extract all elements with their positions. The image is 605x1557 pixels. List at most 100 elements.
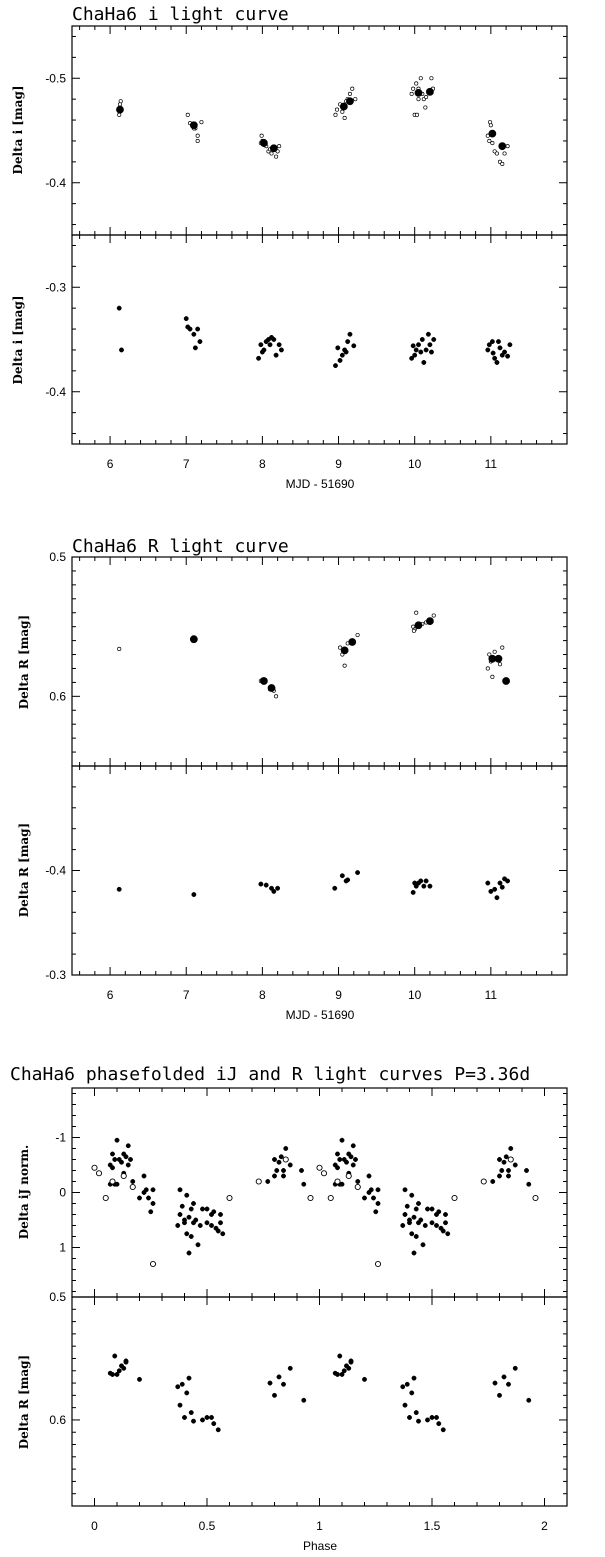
data-point	[505, 144, 510, 149]
data-point	[409, 1192, 415, 1198]
data-point	[345, 877, 351, 883]
data-point	[350, 1143, 356, 1149]
data-point	[116, 305, 122, 311]
data-point	[418, 76, 423, 81]
data-point	[265, 1179, 271, 1184]
y-axis-label: Delta iJ norm.	[17, 1145, 31, 1239]
data-point	[339, 102, 348, 111]
data-point	[443, 1220, 448, 1226]
data-point	[494, 895, 500, 901]
data-point	[512, 1162, 518, 1168]
data-point	[420, 1242, 426, 1248]
data-point	[109, 1178, 116, 1185]
data-point	[353, 97, 358, 102]
data-point	[272, 1157, 277, 1162]
data-point	[117, 646, 122, 652]
data-point	[375, 1187, 381, 1193]
data-point	[116, 105, 124, 114]
data-point	[335, 1372, 340, 1377]
data-point	[184, 1390, 190, 1396]
data-point	[256, 355, 262, 361]
x-tick-label: 6	[107, 457, 114, 471]
data-point	[191, 331, 197, 337]
x-tick-label: 11	[485, 457, 498, 471]
data-point	[263, 882, 269, 888]
data-point	[411, 628, 416, 633]
data-point	[189, 635, 198, 644]
data-point	[487, 652, 492, 657]
data-point	[350, 86, 355, 91]
x-tick-label: 0	[91, 1519, 98, 1533]
data-point	[267, 1380, 273, 1386]
data-point	[443, 1212, 448, 1217]
data-point	[492, 1380, 498, 1386]
data-point	[130, 1179, 136, 1184]
data-point	[185, 324, 191, 330]
data-point	[407, 1220, 412, 1226]
data-point	[425, 1417, 430, 1423]
data-point	[501, 1374, 507, 1380]
data-point	[368, 1187, 374, 1193]
data-point	[506, 1173, 511, 1179]
data-point	[179, 1203, 185, 1209]
data-point	[179, 1381, 185, 1387]
data-point	[209, 1415, 214, 1420]
data-point	[188, 1234, 194, 1239]
data-point	[337, 357, 343, 363]
data-point	[485, 666, 490, 671]
data-point	[354, 1183, 361, 1191]
data-point	[490, 140, 495, 146]
data-point	[102, 1194, 109, 1202]
data-point	[186, 1375, 192, 1381]
panel-frame	[71, 1296, 568, 1507]
data-point	[416, 97, 421, 102]
data-point	[123, 1154, 129, 1160]
data-point	[204, 1220, 210, 1226]
data-point	[494, 151, 499, 156]
x-axis-label: Phase	[303, 1539, 337, 1553]
data-point	[429, 1206, 435, 1212]
data-point	[440, 1228, 446, 1234]
data-point	[197, 1223, 203, 1228]
data-point	[342, 115, 347, 121]
y-tick-label: -0.3	[45, 280, 66, 294]
data-point	[274, 1168, 280, 1173]
data-point	[199, 120, 204, 125]
phase-lower-panel: Delta R [mag] 0.5 0.6	[17, 1290, 568, 1507]
chart-title: ChaHa6 i light curve	[72, 4, 289, 25]
data-point	[320, 1170, 328, 1177]
data-point	[110, 1372, 115, 1377]
data-point	[490, 674, 495, 679]
data-point	[125, 1162, 131, 1168]
data-point	[412, 880, 418, 886]
data-point	[334, 107, 340, 112]
data-point	[150, 1187, 156, 1193]
data-point	[421, 360, 427, 365]
data-point	[345, 1172, 352, 1180]
data-point	[436, 1209, 442, 1215]
y-tick-label: 0.6	[49, 689, 66, 703]
x-tick-label: 8	[259, 457, 266, 471]
data-point	[114, 1137, 120, 1143]
data-point	[332, 885, 338, 891]
x-tick-label: 10	[408, 988, 422, 1002]
data-point	[333, 363, 338, 369]
data-point	[409, 91, 414, 96]
y-axis-label: Delta R [mag]	[17, 823, 31, 917]
data-point	[402, 1402, 408, 1408]
data-point	[259, 349, 265, 355]
x-tick-label: 10	[408, 457, 422, 471]
y-tick-label: -0.4	[45, 176, 66, 190]
data-point	[413, 1410, 419, 1416]
data-point	[494, 654, 503, 663]
y-tick-label: -0.4	[45, 864, 66, 878]
data-point	[355, 632, 360, 638]
data-point	[373, 1209, 379, 1215]
data-point	[188, 1206, 194, 1212]
data-point	[497, 345, 503, 351]
data-point	[137, 1195, 142, 1201]
data-point	[402, 1212, 408, 1217]
data-point	[204, 1415, 210, 1420]
data-point	[338, 645, 343, 650]
phasefolded-chart: ChaHa6 phasefolded iJ and R light curves…	[10, 1064, 568, 1553]
